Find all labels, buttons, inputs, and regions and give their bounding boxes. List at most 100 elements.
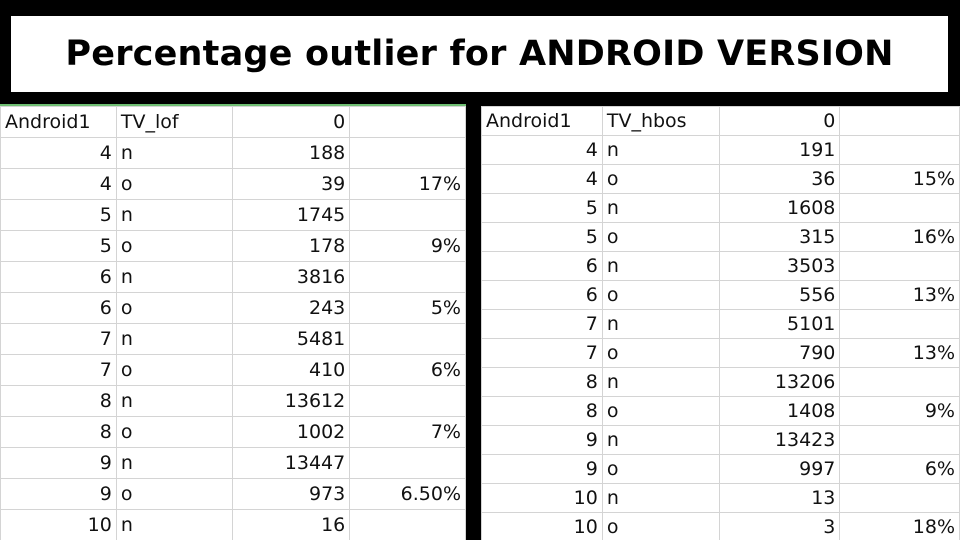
- count-cell[interactable]: 790: [718, 338, 841, 368]
- count-cell[interactable]: 410: [231, 354, 351, 386]
- outlier-flag-cell[interactable]: n: [115, 447, 233, 479]
- android-version-cell[interactable]: 5: [0, 199, 117, 231]
- percentage-cell[interactable]: [839, 309, 960, 339]
- percentage-cell[interactable]: 6.50%: [349, 478, 466, 510]
- outlier-flag-cell[interactable]: n: [115, 261, 233, 293]
- outlier-flag-cell[interactable]: o: [601, 222, 720, 252]
- count-cell[interactable]: 36: [718, 164, 841, 194]
- count-cell[interactable]: 13206: [718, 367, 841, 397]
- android-version-cell[interactable]: 4: [481, 135, 603, 165]
- outlier-flag-cell[interactable]: n: [601, 135, 720, 165]
- android-version-cell[interactable]: 10: [481, 483, 603, 513]
- outlier-flag-cell[interactable]: n: [601, 483, 720, 513]
- outlier-flag-cell[interactable]: o: [601, 454, 720, 484]
- header-cell[interactable]: Android1: [481, 106, 603, 136]
- count-cell[interactable]: 997: [718, 454, 841, 484]
- android-version-cell[interactable]: 9: [481, 425, 603, 455]
- outlier-flag-cell[interactable]: o: [115, 416, 233, 448]
- percentage-cell[interactable]: 9%: [839, 396, 960, 426]
- percentage-cell[interactable]: [839, 483, 960, 513]
- android-version-cell[interactable]: 5: [481, 193, 603, 223]
- count-cell[interactable]: 5101: [718, 309, 841, 339]
- android-version-cell[interactable]: 9: [0, 478, 117, 510]
- count-cell[interactable]: 1745: [231, 199, 351, 231]
- outlier-flag-cell[interactable]: o: [115, 230, 233, 262]
- android-version-cell[interactable]: 7: [481, 338, 603, 368]
- count-cell[interactable]: 315: [718, 222, 841, 252]
- android-version-cell[interactable]: 5: [0, 230, 117, 262]
- outlier-flag-cell[interactable]: n: [601, 367, 720, 397]
- percentage-cell[interactable]: 17%: [349, 168, 466, 200]
- outlier-flag-cell[interactable]: o: [601, 164, 720, 194]
- outlier-flag-cell[interactable]: n: [115, 509, 233, 540]
- android-version-cell[interactable]: 9: [0, 447, 117, 479]
- outlier-flag-cell[interactable]: o: [601, 280, 720, 310]
- outlier-flag-cell[interactable]: n: [115, 137, 233, 169]
- percentage-cell[interactable]: [349, 137, 466, 169]
- count-cell[interactable]: 16: [231, 509, 351, 540]
- percentage-cell[interactable]: 6%: [839, 454, 960, 484]
- count-cell[interactable]: 1002: [231, 416, 351, 448]
- android-version-cell[interactable]: 7: [0, 354, 117, 386]
- percentage-cell[interactable]: 13%: [839, 280, 960, 310]
- android-version-cell[interactable]: 7: [0, 323, 117, 355]
- android-version-cell[interactable]: 8: [0, 416, 117, 448]
- android-version-cell[interactable]: 4: [0, 168, 117, 200]
- outlier-flag-cell[interactable]: n: [601, 251, 720, 281]
- outlier-flag-cell[interactable]: o: [115, 354, 233, 386]
- android-version-cell[interactable]: 10: [0, 509, 117, 540]
- percentage-cell[interactable]: 16%: [839, 222, 960, 252]
- outlier-flag-cell[interactable]: n: [601, 425, 720, 455]
- android-version-cell[interactable]: 7: [481, 309, 603, 339]
- percentage-cell[interactable]: [349, 261, 466, 293]
- android-version-cell[interactable]: 6: [481, 251, 603, 281]
- percentage-cell[interactable]: [349, 447, 466, 479]
- count-cell[interactable]: 13447: [231, 447, 351, 479]
- count-cell[interactable]: 556: [718, 280, 841, 310]
- percentage-cell[interactable]: 15%: [839, 164, 960, 194]
- outlier-flag-cell[interactable]: o: [601, 338, 720, 368]
- count-cell[interactable]: 1408: [718, 396, 841, 426]
- header-cell[interactable]: [349, 106, 466, 138]
- outlier-flag-cell[interactable]: n: [115, 385, 233, 417]
- header-cell[interactable]: 0: [718, 106, 841, 136]
- count-cell[interactable]: 1608: [718, 193, 841, 223]
- android-version-cell[interactable]: 6: [481, 280, 603, 310]
- percentage-cell[interactable]: [349, 323, 466, 355]
- android-version-cell[interactable]: 6: [0, 292, 117, 324]
- count-cell[interactable]: 3: [718, 512, 841, 540]
- percentage-cell[interactable]: [349, 199, 466, 231]
- android-version-cell[interactable]: 10: [481, 512, 603, 540]
- count-cell[interactable]: 191: [718, 135, 841, 165]
- count-cell[interactable]: 13612: [231, 385, 351, 417]
- outlier-flag-cell[interactable]: n: [601, 193, 720, 223]
- count-cell[interactable]: 188: [231, 137, 351, 169]
- percentage-cell[interactable]: 6%: [349, 354, 466, 386]
- header-cell[interactable]: 0: [231, 106, 351, 138]
- header-cell[interactable]: TV_hbos: [601, 106, 720, 136]
- android-version-cell[interactable]: 6: [0, 261, 117, 293]
- outlier-flag-cell[interactable]: o: [601, 396, 720, 426]
- header-cell[interactable]: Android1: [0, 106, 117, 138]
- outlier-flag-cell[interactable]: n: [115, 199, 233, 231]
- count-cell[interactable]: 243: [231, 292, 351, 324]
- percentage-cell[interactable]: 9%: [349, 230, 466, 262]
- percentage-cell[interactable]: [349, 385, 466, 417]
- percentage-cell[interactable]: 13%: [839, 338, 960, 368]
- count-cell[interactable]: 5481: [231, 323, 351, 355]
- android-version-cell[interactable]: 9: [481, 454, 603, 484]
- percentage-cell[interactable]: [839, 251, 960, 281]
- header-cell[interactable]: TV_lof: [115, 106, 233, 138]
- percentage-cell[interactable]: 18%: [839, 512, 960, 540]
- count-cell[interactable]: 3503: [718, 251, 841, 281]
- outlier-flag-cell[interactable]: o: [115, 292, 233, 324]
- count-cell[interactable]: 13423: [718, 425, 841, 455]
- outlier-flag-cell[interactable]: o: [601, 512, 720, 540]
- count-cell[interactable]: 13: [718, 483, 841, 513]
- android-version-cell[interactable]: 5: [481, 222, 603, 252]
- percentage-cell[interactable]: 7%: [349, 416, 466, 448]
- android-version-cell[interactable]: 8: [481, 396, 603, 426]
- percentage-cell[interactable]: [839, 367, 960, 397]
- header-cell[interactable]: [839, 106, 960, 136]
- outlier-flag-cell[interactable]: n: [115, 323, 233, 355]
